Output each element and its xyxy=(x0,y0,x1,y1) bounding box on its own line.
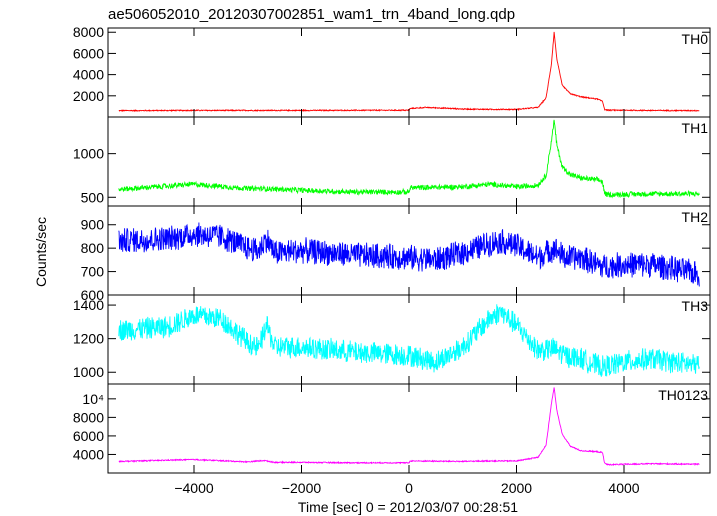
y-tick-label: 4000 xyxy=(73,67,104,83)
panel-name-label: TH0123 xyxy=(658,387,708,403)
series-line-th1 xyxy=(118,119,700,199)
panel-name-label: TH3 xyxy=(682,298,709,314)
y-tick-label: 600 xyxy=(81,287,105,303)
series-line-th0123 xyxy=(118,387,700,467)
y-tick-label: 500 xyxy=(81,189,105,205)
panel-th1: 500 1000 TH1 xyxy=(73,116,711,207)
panels: 2000 4000 6000 8000 TH0 500 1000 TH1 600 700 800 90… xyxy=(73,24,711,496)
x-tick-label: 4000 xyxy=(608,480,639,496)
y-tick-label: 6000 xyxy=(73,45,104,61)
panel-name-label: TH0 xyxy=(682,31,709,47)
y-tick-label: 700 xyxy=(81,264,105,280)
x-tick-label: −4000 xyxy=(174,480,214,496)
y-tick-label: 800 xyxy=(81,240,105,256)
series-line-th2 xyxy=(118,222,700,287)
panel-frame xyxy=(107,27,711,118)
panel-th0: 2000 4000 6000 8000 TH0 xyxy=(73,24,711,118)
panel-name-label: TH2 xyxy=(682,209,709,225)
y-tick-label: 8000 xyxy=(73,24,104,40)
chart-title: ae506052010_20120307002851_wam1_trn_4ban… xyxy=(108,6,515,23)
y-tick-label: 1200 xyxy=(73,331,104,347)
panel-th3: 1000 1200 1400 TH3 xyxy=(73,294,711,385)
y-tick-label: 10⁴ xyxy=(82,391,104,407)
y-tick-label: 1000 xyxy=(73,364,104,380)
y-tick-label: 1400 xyxy=(73,297,104,313)
x-tick-label: −2000 xyxy=(282,480,322,496)
panel-th2: 600 700 800 900 TH2 xyxy=(81,205,711,303)
y-tick-label: 900 xyxy=(81,217,105,233)
series-line-th3 xyxy=(118,304,700,377)
x-tick-label: 2000 xyxy=(501,480,532,496)
y-tick-label: 2000 xyxy=(73,88,104,104)
panel-frame xyxy=(107,294,711,385)
x-axis-label: Time [sec] 0 = 2012/03/07 00:28:51 xyxy=(298,499,518,515)
y-tick-label: 1000 xyxy=(73,146,104,162)
x-tick-label: 0 xyxy=(405,480,413,496)
y-tick-label: 4000 xyxy=(73,446,104,462)
panel-name-label: TH1 xyxy=(682,120,709,136)
y-axis-label: Counts/sec xyxy=(33,217,49,287)
y-tick-label: 8000 xyxy=(73,409,104,425)
y-tick-label: 6000 xyxy=(73,428,104,444)
series-line-th0 xyxy=(118,31,700,113)
panel-th0123: 4000 6000 8000 10⁴ TH0123 xyxy=(73,383,711,474)
